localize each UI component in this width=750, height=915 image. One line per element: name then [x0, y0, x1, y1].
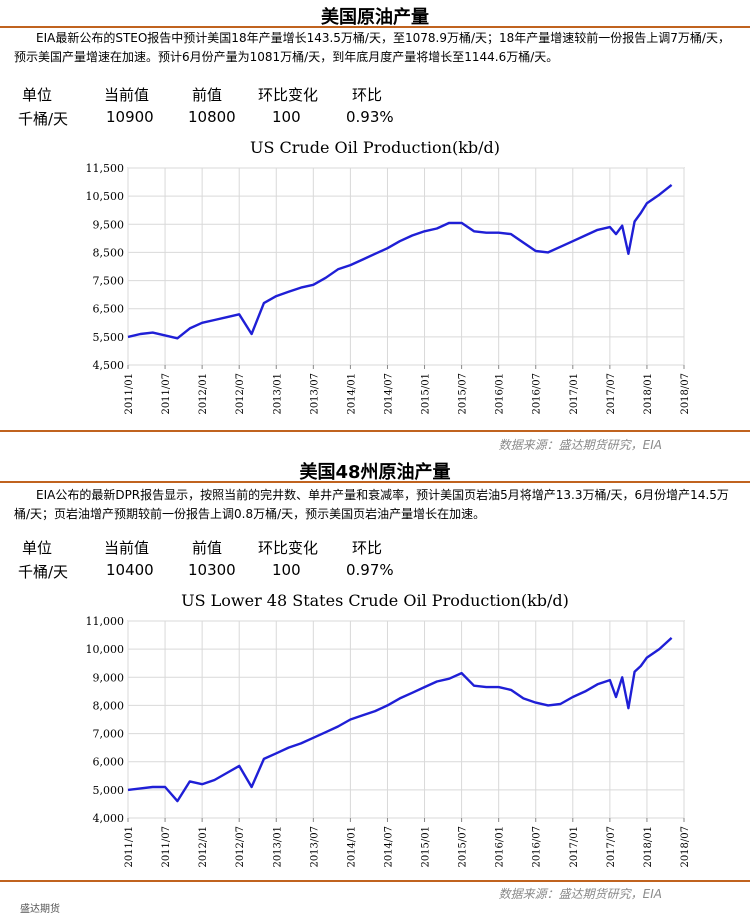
section-1-description: EIA最新公布的STEO报告中预计美国18年产量增长143.5万桶/天，至107… — [14, 31, 730, 64]
x-tick-label: 2011/07 — [161, 826, 172, 868]
y-tick-label: 7,000 — [93, 728, 125, 741]
x-tick-label: 2013/07 — [309, 373, 320, 415]
x-tick-label: 2018/07 — [680, 826, 691, 868]
section-2-description: EIA公布的最新DPR报告显示，按照当前的完井数、单井产量和衰减率，预计美国页岩… — [14, 488, 729, 521]
x-tick-label: 2014/01 — [346, 373, 357, 415]
x-tick-label: 2013/07 — [309, 826, 320, 868]
footer-text: 盛达期货 — [20, 904, 60, 915]
section-1-top-rule — [0, 26, 750, 28]
x-tick-label: 2018/07 — [680, 373, 691, 415]
stats-value-previous: 10800 — [188, 108, 236, 126]
x-tick-label: 2016/01 — [495, 826, 506, 868]
stats-value-current: 10400 — [106, 561, 154, 579]
x-tick-label: 2017/01 — [569, 373, 580, 415]
x-tick-label: 2013/01 — [272, 826, 283, 868]
y-tick-label: 9,000 — [93, 671, 125, 684]
y-tick-label: 11,000 — [86, 615, 125, 628]
x-tick-label: 2016/07 — [532, 373, 543, 415]
y-tick-label: 6,500 — [93, 303, 125, 316]
x-tick-label: 2017/01 — [569, 826, 580, 868]
y-tick-label: 5,500 — [93, 331, 125, 344]
x-tick-label: 2011/07 — [161, 373, 172, 415]
y-tick-label: 8,000 — [93, 699, 125, 712]
x-tick-label: 2017/07 — [606, 373, 617, 415]
section-2-title: 美国48州原油产量 — [299, 462, 451, 483]
y-tick-label: 10,000 — [86, 643, 125, 656]
section-2-top-rule — [0, 481, 750, 483]
section-1-title: 美国原油产量 — [321, 7, 429, 28]
stats-header-previous: 前值 — [192, 86, 223, 104]
x-tick-label: 2012/07 — [235, 373, 246, 415]
x-tick-label: 2011/01 — [124, 826, 135, 868]
series-line — [127, 637, 673, 803]
x-tick-label: 2018/01 — [643, 826, 654, 868]
x-tick-label: 2015/01 — [421, 373, 432, 415]
stats-header-change: 环比变化 — [258, 86, 319, 104]
y-tick-label: 6,000 — [93, 756, 125, 769]
section-2-bottom-rule — [0, 880, 750, 882]
stats-header-current: 当前值 — [104, 539, 150, 557]
stats-header-unit: 单位 — [22, 539, 53, 557]
stats-header-previous: 前值 — [192, 539, 223, 557]
y-tick-label: 7,500 — [93, 275, 125, 288]
stats-header-current: 当前值 — [104, 86, 150, 104]
stats-value-pct: 0.93% — [346, 108, 394, 126]
chart-1-plot: 4,500 5,500 6,500 7,500 8,500 9,500 10,500 11,5… — [86, 162, 692, 415]
x-tick-label: 2011/01 — [124, 373, 135, 415]
section-2-source: 数据来源：盛达期货研究，EIA — [498, 887, 662, 901]
stats-header-pct: 环比 — [352, 539, 383, 557]
plot-frame — [127, 620, 685, 819]
y-tick-label: 5,000 — [93, 784, 125, 797]
y-tick-label: 4,000 — [93, 812, 125, 825]
stats-value-pct: 0.97% — [346, 561, 394, 579]
stats-header-pct: 环比 — [352, 86, 383, 104]
x-tick-label: 2014/01 — [346, 826, 357, 868]
y-tick-label: 11,500 — [86, 162, 125, 175]
stats-header-unit: 单位 — [22, 86, 53, 104]
stats-value-change: 100 — [272, 108, 301, 126]
y-tick-label: 10,500 — [86, 190, 125, 203]
stats-value-change: 100 — [272, 561, 301, 579]
y-tick-label: 8,500 — [93, 246, 125, 259]
x-tick-label: 2012/01 — [198, 373, 209, 415]
section-1-source: 数据来源：盛达期货研究，EIA — [498, 438, 662, 452]
x-tick-label: 2012/07 — [235, 826, 246, 868]
x-tick-label: 2014/07 — [383, 373, 394, 415]
section-1-bottom-rule — [0, 430, 750, 432]
x-tick-label: 2014/07 — [383, 826, 394, 868]
x-tick-label: 2015/01 — [421, 826, 432, 868]
stats-header-change: 环比变化 — [258, 539, 319, 557]
chart-2-title: US Lower 48 States Crude Oil Production(… — [181, 591, 569, 610]
stats-value-unit: 千桶/天 — [18, 563, 69, 581]
chart-2-plot: 4,000 5,000 6,000 7,000 8,000 9,000 10,000 11,0… — [86, 615, 692, 868]
x-tick-label: 2018/01 — [643, 373, 654, 415]
stats-value-previous: 10300 — [188, 561, 236, 579]
y-tick-label: 9,500 — [93, 218, 125, 231]
x-tick-label: 2016/07 — [532, 826, 543, 868]
chart-1-title: US Crude Oil Production(kb/d) — [249, 138, 501, 157]
x-tick-label: 2012/01 — [198, 826, 209, 868]
y-tick-label: 4,500 — [93, 359, 125, 372]
x-tick-label: 2015/07 — [458, 826, 469, 868]
plot-frame — [127, 167, 685, 366]
series-line — [127, 183, 673, 340]
x-tick-label: 2016/01 — [495, 373, 506, 415]
stats-value-unit: 千桶/天 — [18, 110, 69, 128]
x-tick-label: 2017/07 — [606, 826, 617, 868]
stats-value-current: 10900 — [106, 108, 154, 126]
x-tick-label: 2015/07 — [458, 373, 469, 415]
x-tick-label: 2013/01 — [272, 373, 283, 415]
